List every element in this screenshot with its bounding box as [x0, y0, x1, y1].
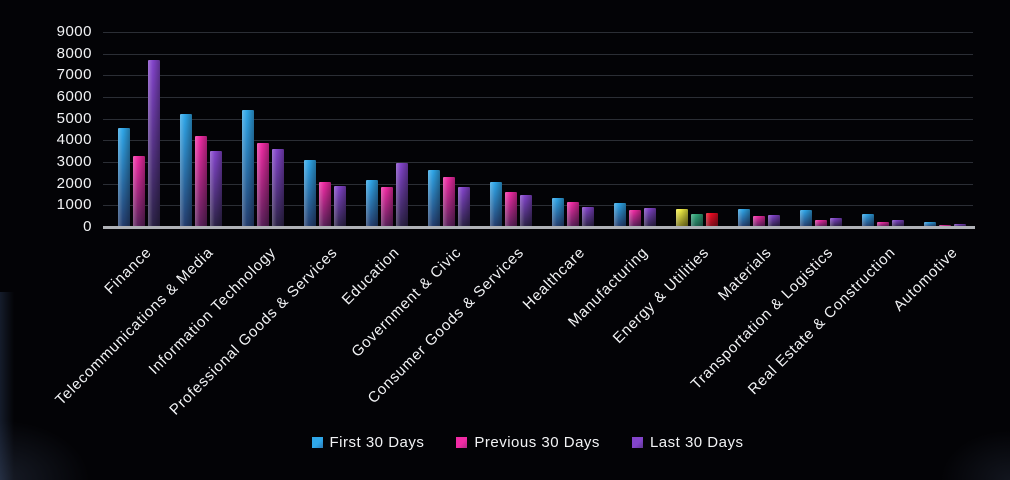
legend-item-last-30-days: Last 30 Days [631, 433, 744, 451]
bar-automotive-first-30-days [924, 222, 936, 227]
bar-finance-previous-30-days [133, 156, 145, 227]
bar-government-civic-first-30-days [428, 170, 440, 227]
x-axis-label-automotive: Automotive [890, 244, 962, 315]
legend-swatch-icon [311, 436, 323, 448]
bar-professional-goods-services-first-30-days [304, 160, 316, 227]
gridline [103, 119, 973, 120]
bar-manufacturing-previous-30-days [629, 210, 641, 227]
bar-consumer-goods-services-last-30-days [520, 195, 532, 227]
bar-information-technology-last-30-days [272, 149, 284, 227]
gridline [103, 97, 973, 98]
y-axis-tick-label: 3000 [56, 153, 92, 170]
bar-transportation-logistics-first-30-days [800, 210, 812, 227]
gridline [103, 75, 973, 76]
bar-manufacturing-first-30-days [614, 203, 626, 227]
bar-energy-utilities-previous-30-days [691, 214, 703, 227]
bar-transportation-logistics-previous-30-days [815, 220, 827, 227]
bar-transportation-logistics-last-30-days [830, 218, 842, 227]
bar-professional-goods-services-previous-30-days [319, 182, 331, 227]
y-axis-tick-label: 4000 [56, 131, 92, 148]
legend-swatch-icon [456, 436, 468, 448]
legend-swatch-icon [631, 436, 643, 448]
bar-manufacturing-last-30-days [644, 208, 656, 227]
y-axis-tick-label: 0 [83, 218, 92, 235]
y-axis-tick-label: 1000 [56, 196, 92, 213]
y-axis-tick-label: 5000 [56, 110, 92, 127]
bar-energy-utilities-last-30-days [706, 213, 718, 227]
gridline [103, 205, 973, 206]
bar-education-first-30-days [366, 180, 378, 227]
bar-education-previous-30-days [381, 187, 393, 227]
bar-healthcare-last-30-days [582, 207, 594, 227]
bar-finance-first-30-days [118, 128, 130, 227]
bar-energy-utilities-first-30-days [676, 209, 688, 227]
x-axis-label-government-civic: Government & Civic [348, 244, 466, 361]
bar-materials-last-30-days [768, 215, 780, 227]
gridline [103, 32, 973, 33]
bar-finance-last-30-days [148, 60, 160, 227]
bar-government-civic-last-30-days [458, 187, 470, 227]
gridline [103, 184, 973, 185]
bar-government-civic-previous-30-days [443, 177, 455, 227]
x-axis-label-materials: Materials [714, 244, 776, 305]
y-axis-tick-label: 6000 [56, 88, 92, 105]
legend-label: Previous 30 Days [474, 433, 600, 451]
gridline [103, 162, 973, 163]
y-axis-tick-label: 7000 [56, 66, 92, 83]
x-axis-label-finance: Finance [101, 244, 156, 298]
legend-item-first-30-days: First 30 Days [311, 433, 425, 451]
gridline [103, 54, 973, 55]
bar-healthcare-first-30-days [552, 198, 564, 227]
y-axis-tick-label: 8000 [56, 45, 92, 62]
legend: First 30 Days Previous 30 Days Last 30 Day… [0, 430, 1010, 454]
bar-real-estate-construction-last-30-days [892, 220, 904, 227]
bar-information-technology-previous-30-days [257, 143, 269, 227]
bar-real-estate-construction-previous-30-days [877, 222, 889, 227]
legend-item-previous-30-days: Previous 30 Days [456, 434, 600, 451]
y-axis-tick-label: 9000 [56, 23, 92, 40]
bar-telecommunications-media-first-30-days [180, 114, 192, 227]
legend-label: First 30 Days [329, 433, 425, 451]
bar-education-last-30-days [396, 163, 408, 227]
bar-materials-previous-30-days [753, 216, 765, 227]
bar-telecommunications-media-last-30-days [210, 151, 222, 227]
x-axis-baseline [103, 226, 975, 229]
x-axis-label-education: Education [338, 244, 404, 309]
bar-healthcare-previous-30-days [567, 202, 579, 227]
x-axis-label-healthcare: Healthcare [520, 244, 590, 313]
bar-consumer-goods-services-previous-30-days [505, 192, 517, 227]
bar-materials-first-30-days [738, 209, 750, 227]
gridline [103, 140, 973, 141]
bar-professional-goods-services-last-30-days [334, 186, 346, 227]
bar-real-estate-construction-first-30-days [862, 214, 874, 227]
bar-telecommunications-media-previous-30-days [195, 136, 207, 227]
bar-automotive-last-30-days [954, 224, 966, 227]
bar-information-technology-first-30-days [242, 110, 254, 227]
y-axis-tick-label: 2000 [56, 175, 92, 192]
bar-consumer-goods-services-first-30-days [490, 182, 502, 227]
x-axis-label-information-technology: Information Technology [145, 244, 280, 378]
legend-label: Last 30 Days [649, 433, 744, 451]
